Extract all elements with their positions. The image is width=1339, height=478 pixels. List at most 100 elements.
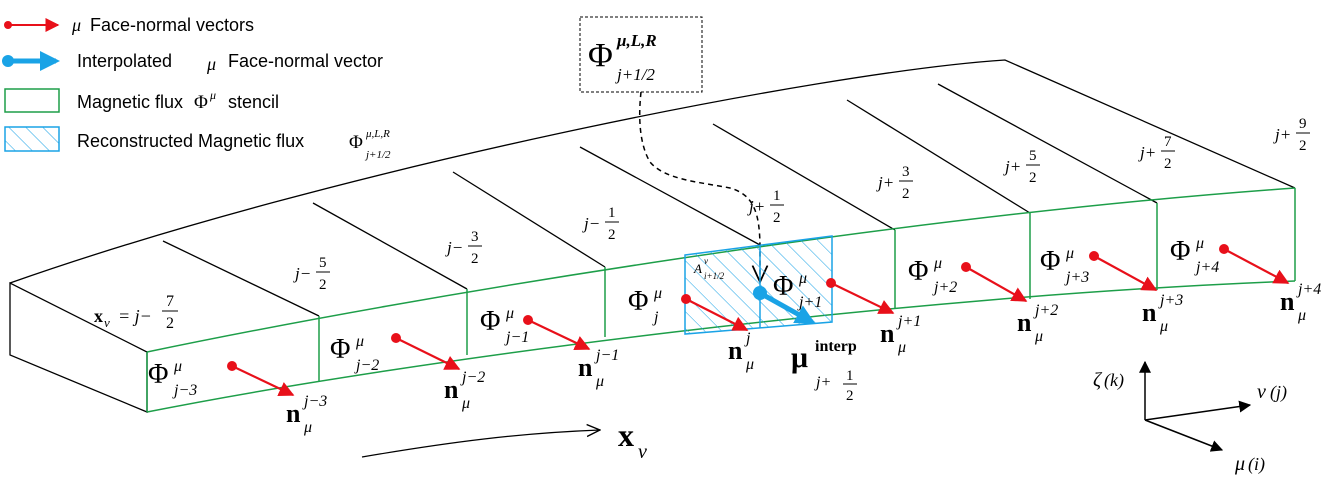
area-sup: ν xyxy=(704,256,708,266)
callout-border xyxy=(579,16,703,93)
phi-sub: j−3 xyxy=(172,382,197,399)
legend-mu-symbol: μ xyxy=(71,15,81,35)
phi-sub: j−2 xyxy=(354,357,379,374)
face-label: j+ 3 2 xyxy=(876,164,913,202)
area-sub: i+1/2 xyxy=(704,271,725,281)
normal-n: n xyxy=(1017,308,1032,337)
legend-recon-phi-symbol: Φ xyxy=(349,132,363,153)
normal-dot-icon xyxy=(523,315,533,325)
normal-vector xyxy=(826,278,895,314)
callout-sub: j+1/2 xyxy=(615,65,655,84)
phi-sub: j+4 xyxy=(1194,259,1219,276)
legend-interp-mu-symbol: μ xyxy=(206,54,216,74)
normal-arrow-icon xyxy=(830,282,895,314)
phi-sup: μ xyxy=(173,358,182,375)
slab-top-edge xyxy=(9,59,1296,284)
callout-phi-symbol: Φ xyxy=(588,37,613,74)
normal-labels: n j−3μn j−2μn j−1μn jμn j+1μn j+2μn j+3μn j+4μ xyxy=(286,281,1321,436)
divider-line xyxy=(937,83,1158,204)
face-label-num: 1 xyxy=(773,188,781,204)
normal-n: n xyxy=(444,375,459,404)
mu-axis-arg: (i) xyxy=(1248,454,1265,475)
phi-sub: j+3 xyxy=(1064,269,1089,286)
interp-label: μ interp j+ 1 2 xyxy=(791,338,857,404)
face-label-den: 2 xyxy=(1029,170,1037,186)
face-label-prefix: j+ xyxy=(876,173,894,192)
normal-arrow-icon xyxy=(395,337,461,370)
normal-n: n xyxy=(880,319,895,348)
face-label-num: 5 xyxy=(1029,148,1037,164)
normal-sup: j−2 xyxy=(460,369,485,386)
divider-line xyxy=(712,123,896,231)
normal-sub: μ xyxy=(461,395,470,412)
normal-vector xyxy=(681,294,749,331)
normal-arrow-icon xyxy=(685,298,749,331)
normal-sub: μ xyxy=(1297,307,1306,324)
xnu-axis: x ν xyxy=(361,417,647,463)
normal-sup: j+1 xyxy=(896,313,921,330)
face-label-prefix: j− xyxy=(582,214,600,233)
xnu-den: 2 xyxy=(166,315,174,332)
interp-den: 2 xyxy=(846,388,854,404)
normal-sub: μ xyxy=(897,339,906,356)
face-label-den: 2 xyxy=(608,227,616,243)
phi-sub: j+1 xyxy=(797,294,822,311)
normal-arrow-icon xyxy=(231,365,295,397)
zeta-axis-symbol: ζ xyxy=(1093,369,1103,391)
face-label: j− 1 2 xyxy=(582,205,619,243)
normal-sub: μ xyxy=(1034,328,1043,345)
interp-num: 1 xyxy=(846,368,854,384)
normal-sub: μ xyxy=(303,419,312,436)
normal-n: n xyxy=(728,336,743,365)
legend-reconstructed-text: Reconstructed Magnetic flux xyxy=(77,131,304,151)
normal-label: n j−1 μ xyxy=(578,347,619,390)
face-label-num: 1 xyxy=(608,205,616,221)
face-label: j− 3 2 xyxy=(445,229,482,267)
face-label-den: 2 xyxy=(773,210,781,226)
face-label: j+ 9 2 xyxy=(1273,116,1310,154)
divider-line xyxy=(312,202,468,290)
face-label-prefix: j+ xyxy=(1003,157,1021,176)
normal-sup: j xyxy=(744,330,751,347)
legend-phi-sup: μ xyxy=(209,88,216,102)
normal-dot-icon xyxy=(681,294,691,304)
face-label-prefix: j+ xyxy=(747,197,765,216)
xnu-sub: ν xyxy=(104,315,110,330)
phi-sup: μ xyxy=(1065,245,1074,262)
legend-face-normal-text: Face-normal vectors xyxy=(90,15,254,35)
normal-vector xyxy=(523,315,591,351)
xnu-axis-x: x xyxy=(618,417,634,453)
face-labels: j−52j−32j−12j+12j+32j+52j+72j+92 xyxy=(293,116,1310,293)
normal-arrow-icon xyxy=(1093,255,1158,291)
face-label: j+ 1 2 xyxy=(747,188,784,226)
legend-blue-dot-icon xyxy=(2,55,14,67)
normal-label: n j−2 μ xyxy=(444,369,485,412)
legend-interpolated-text: Interpolated xyxy=(77,51,172,71)
normal-dot-icon xyxy=(961,262,971,272)
normal-dot-icon xyxy=(391,333,401,343)
divider-line xyxy=(452,171,606,268)
slab-left-face xyxy=(9,281,148,413)
stencil-cell-dividers xyxy=(146,188,1296,412)
legend-item-interpolated: Interpolated μ Face-normal vector xyxy=(2,51,383,74)
legend-item-stencil: Magnetic flux Φ μ stencil xyxy=(4,88,279,113)
face-label-den: 2 xyxy=(1164,156,1172,172)
normal-arrow-icon xyxy=(965,266,1028,302)
face-label-prefix: j− xyxy=(445,238,463,257)
stencil-front-top-edge xyxy=(146,187,1296,353)
phi-sub: j+2 xyxy=(932,279,957,296)
xnu-axis-arrow xyxy=(361,430,600,458)
nu-axis-arg: (j) xyxy=(1270,382,1287,403)
xnu-num: 7 xyxy=(166,293,174,310)
normal-sub: μ xyxy=(745,356,754,373)
callout-box: Φ μ,L,R j+1/2 xyxy=(579,16,760,282)
divider-line xyxy=(579,146,761,246)
face-label-prefix: j+ xyxy=(1138,143,1156,162)
xnu-position-label: x ν = j− 7 2 xyxy=(94,293,178,332)
phi-sup: μ xyxy=(1195,235,1204,252)
